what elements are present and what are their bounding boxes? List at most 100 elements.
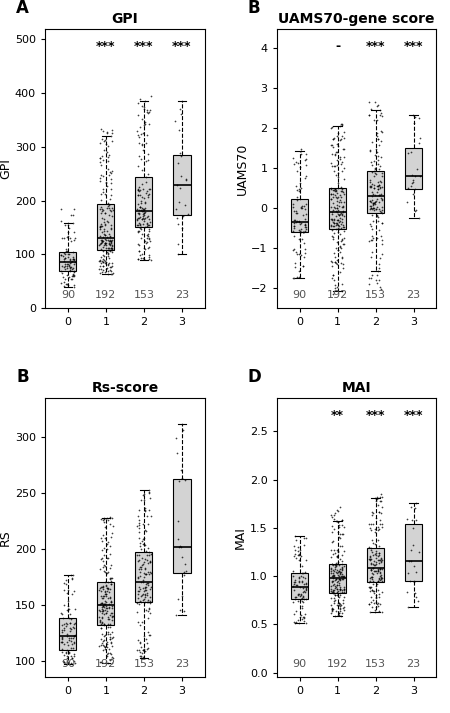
Point [334,545,342,557]
Point [289,272,297,284]
Point [332,184,339,195]
Point [333,589,341,600]
Point [410,109,417,120]
Point [369,578,377,590]
Point [176,605,183,616]
Point [144,589,151,600]
Point [145,547,153,558]
Point [104,583,111,594]
Point [180,210,187,221]
Point [144,627,152,638]
Point [377,514,384,525]
Point [366,200,373,212]
Point [99,581,106,593]
Point [145,188,153,200]
Point [104,657,111,669]
Point [371,492,378,503]
Point [333,205,340,217]
Point [376,491,383,503]
Point [366,606,373,617]
Point [104,647,112,658]
Point [140,630,147,642]
Point [336,600,343,611]
Point [140,652,147,663]
Point [71,254,78,265]
Point [144,189,151,200]
Point [67,257,74,268]
Point [294,590,301,601]
Point [63,588,71,599]
Point [299,590,306,602]
Point [95,585,103,596]
Point [96,238,104,250]
Point [337,590,344,601]
Point [404,586,411,597]
Point [100,512,107,523]
Point [58,636,66,647]
Point [408,515,415,526]
Point [336,521,343,533]
Text: -: - [335,40,340,53]
Point [376,506,383,518]
Point [290,230,297,241]
Point [137,232,144,244]
Point [291,578,298,589]
Point [368,509,375,520]
Point [65,646,72,657]
Point [339,186,346,198]
Point [98,617,105,628]
Point [333,515,341,527]
Point [144,228,152,240]
Point [292,576,299,588]
Point [99,250,107,261]
PathPatch shape [329,188,346,229]
Point [96,616,104,627]
Point [368,202,375,214]
Point [68,235,75,247]
Point [135,514,143,525]
Point [140,102,148,113]
Point [339,184,346,195]
Point [144,566,151,578]
Point [101,629,108,640]
Point [96,255,103,267]
Point [96,223,104,235]
Point [377,252,384,264]
Point [339,200,346,212]
Point [297,145,305,157]
Point [136,201,143,212]
Point [97,243,104,255]
Point [95,239,103,250]
Point [99,245,106,257]
Point [101,559,108,570]
Point [333,550,341,562]
Point [65,595,72,607]
Point [145,487,153,498]
Point [330,523,338,534]
Point [139,205,146,217]
Point [374,187,381,198]
Point [144,168,151,180]
Point [138,205,145,216]
Point [137,637,144,648]
Point [137,561,144,573]
Point [71,657,78,668]
Text: 153: 153 [365,659,386,669]
Point [378,205,385,216]
Point [370,555,378,567]
Point [135,504,143,515]
Point [140,490,147,501]
Point [135,212,143,223]
Point [377,553,384,564]
Point [106,633,113,645]
Point [142,588,149,600]
Point [340,144,347,155]
Point [367,196,374,207]
Point [328,593,335,604]
Point [301,200,308,211]
Point [332,211,339,222]
Point [60,247,68,259]
Point [143,582,150,593]
Point [377,107,384,118]
Point [134,183,141,194]
